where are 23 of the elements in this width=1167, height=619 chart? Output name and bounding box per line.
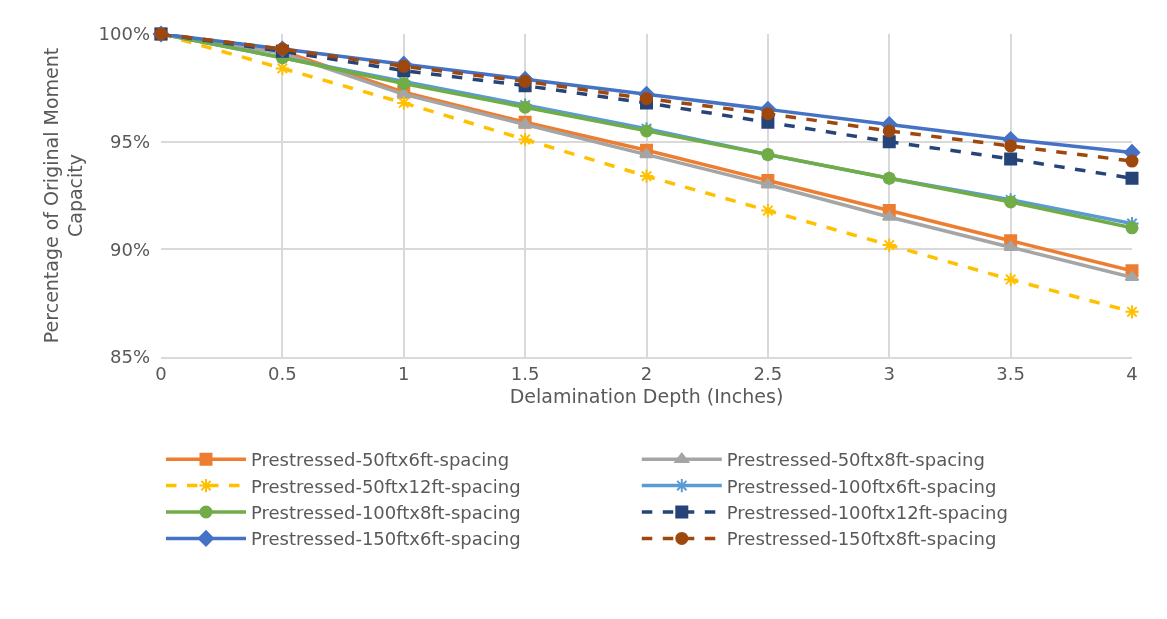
legend-label: Prestressed-150ftx8ft-spacing [726, 528, 997, 550]
x-axis-title: Delamination Depth (Inches) [509, 384, 784, 407]
legend-label: Prestressed-50ftx8ft-spacing [726, 449, 985, 471]
x-tick-label: 0 [155, 363, 167, 385]
y-tick-label: 90% [109, 238, 150, 260]
x-tick-label: 2 [640, 363, 653, 385]
legend-label: Prestressed-100ftx12ft-spacing [726, 502, 1008, 523]
x-tick-label: 4 [1126, 363, 1138, 385]
x-tick-label: 3 [883, 363, 895, 385]
x-tick-label: 2.5 [753, 363, 783, 385]
y-tick-label: 85% [109, 346, 150, 368]
legend-label: Prestressed-100ftx8ft-spacing [251, 502, 521, 523]
y-axis-title: Percentage of Original Moment Capacity [39, 47, 87, 344]
legend-label: Prestressed-150ftx6ft-spacing [251, 528, 521, 550]
y-tick-label: 95% [109, 130, 150, 152]
legend-label: Prestressed-50ftx12ft-spacing [251, 475, 521, 497]
x-tick-label: 1.5 [510, 363, 540, 385]
legend-label: Prestressed-100ftx6ft-spacing [726, 475, 997, 497]
x-tick-label: 1 [398, 363, 410, 385]
legend-label: Prestressed-50ftx6ft-spacing [251, 449, 510, 471]
x-tick-label: 0.5 [268, 363, 297, 385]
x-tick-label: 3.5 [996, 363, 1025, 385]
y-tick-label: 100% [98, 23, 150, 45]
